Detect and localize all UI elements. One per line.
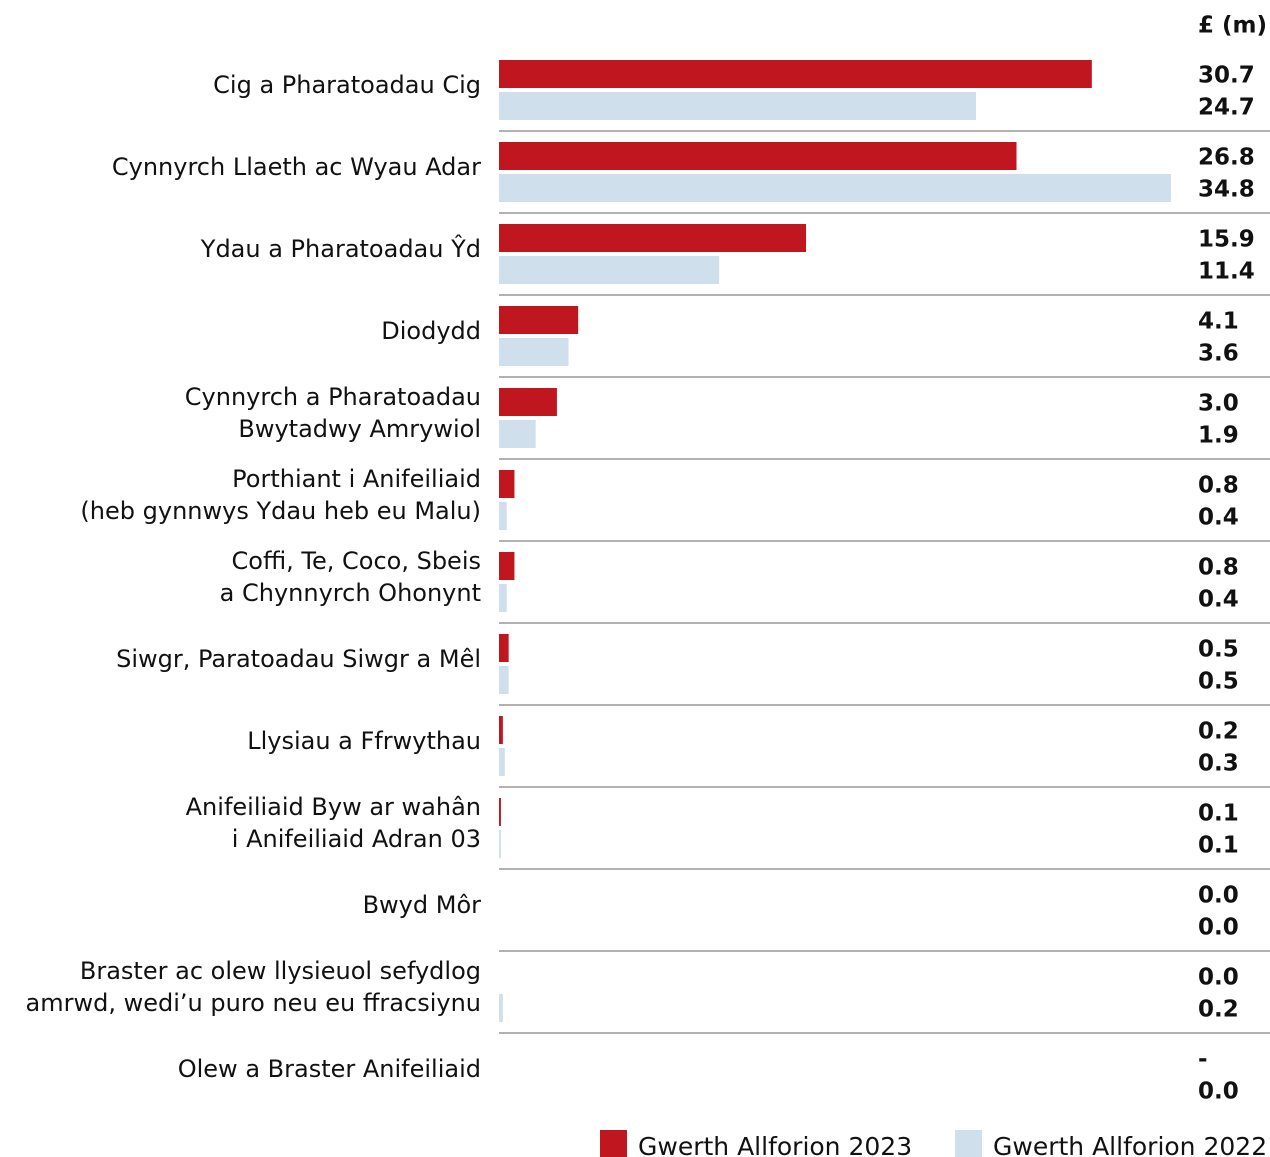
value-label: 11.4 [1198,259,1255,285]
category-label: Bwyd Môr [362,891,481,919]
category-label: Cynnyrch Llaeth ac Wyau Adar [111,153,481,181]
value-label: 0.0 [1198,965,1239,991]
legend-label: Gwerth Allforion 2023 [638,1132,912,1157]
value-label: 3.6 [1198,341,1239,367]
bar [499,798,501,826]
bar [499,470,515,498]
bar [499,92,976,120]
value-label: 0.4 [1198,587,1239,613]
bar [499,420,536,448]
value-label: 0.0 [1198,1079,1239,1105]
bar [499,388,557,416]
category-label: Diodydd [381,317,481,345]
bar [499,60,1092,88]
value-label: 15.9 [1198,227,1255,253]
value-label: 30.7 [1198,63,1255,89]
value-label: 26.8 [1198,145,1255,171]
value-label: 24.7 [1198,95,1255,121]
value-label: 1.9 [1198,423,1239,449]
category-label: Coffi, Te, Coco, Sbeis a Chynnyrch Ohony… [219,547,481,607]
value-label: - [1198,1047,1208,1073]
category-label: Anifeiliaid Byw ar wahân i Anifeiliaid A… [185,793,481,853]
category-label: Siwgr, Paratoadau Siwgr a Mêl [116,645,481,673]
value-label: 0.5 [1198,637,1239,663]
value-label: 0.1 [1198,833,1239,859]
bar [499,634,509,662]
bar [499,584,507,612]
bar [499,994,503,1022]
value-label: 0.0 [1198,883,1239,909]
unit-label: £ (m) [1198,13,1267,39]
category-label: Olew a Braster Anifeiliaid [177,1055,481,1083]
legend-swatch [955,1130,982,1157]
legend-label: Gwerth Allforion 2022 [993,1132,1267,1157]
value-label: 34.8 [1198,177,1255,203]
bar [499,830,501,858]
bar [499,502,507,530]
bar [499,716,503,744]
value-label: 0.4 [1198,505,1239,531]
value-label: 0.3 [1198,751,1239,777]
value-label: 0.8 [1198,555,1239,581]
category-label: Porthiant i Anifeiliaid (heb gynnwys Yda… [80,465,481,525]
bar [499,256,720,284]
value-label: 0.8 [1198,473,1239,499]
bar [499,306,579,334]
bar [499,174,1171,202]
value-label: 0.2 [1198,719,1239,745]
category-label: Llysiau a Ffrwythau [247,727,481,755]
category-label: Braster ac olew llysieuol sefydlog amrwd… [25,957,481,1017]
bar [499,666,509,694]
value-label: 3.0 [1198,391,1239,417]
legend-swatch [600,1130,627,1157]
value-label: 0.1 [1198,801,1239,827]
category-label: Cynnyrch a Pharatoadau Bwytadwy Amrywiol [184,383,481,443]
value-label: 0.0 [1198,915,1239,941]
category-label: Cig a Pharatoadau Cig [213,71,481,99]
bar [499,338,569,366]
value-label: 0.2 [1198,997,1239,1023]
value-label: 4.1 [1198,309,1239,335]
bar [499,748,505,776]
bar [499,552,515,580]
category-label: Ydau a Pharatoadau Ŷd [200,235,481,263]
bar [499,224,807,252]
bar [499,142,1017,170]
value-label: 0.5 [1198,669,1239,695]
